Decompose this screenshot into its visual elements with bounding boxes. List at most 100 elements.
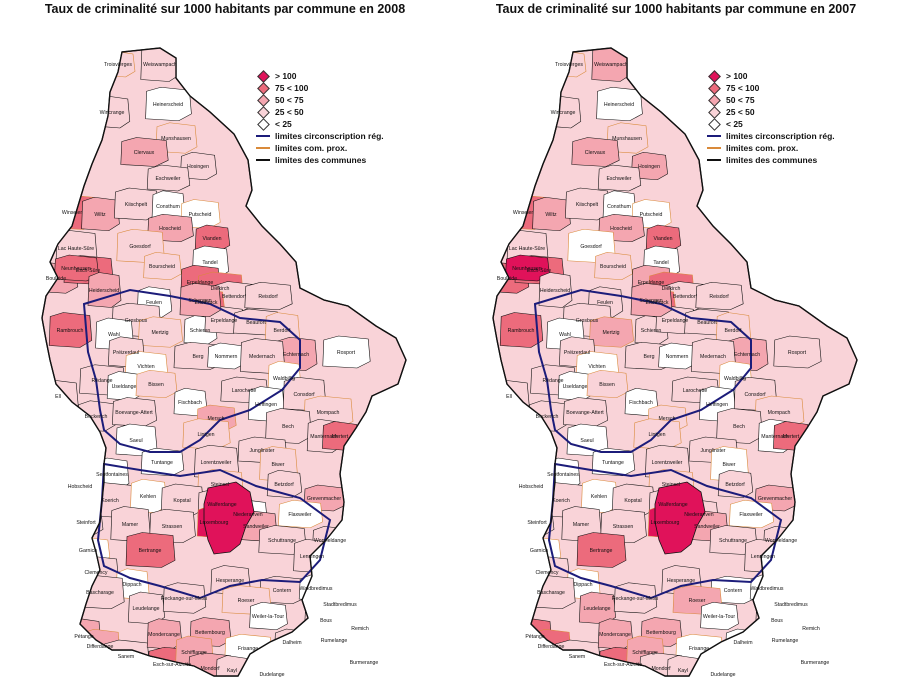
commune-label: Sandweiler	[243, 524, 269, 530]
commune-area	[48, 312, 93, 348]
commune-label: Mersch	[207, 416, 224, 422]
commune-label: Troisvierges	[555, 62, 583, 68]
commune-label: Hosingen	[187, 164, 209, 170]
commune-label: Munshausen	[612, 136, 642, 142]
commune-label: Leudelange	[132, 606, 159, 612]
commune-label: Goesdorf	[129, 244, 151, 250]
commune-label: Contern	[273, 588, 292, 594]
region-boundary	[547, 462, 783, 600]
commune-label: Rédange	[91, 378, 112, 384]
luxembourg-city-area	[203, 481, 255, 555]
commune-label: Niederanven	[684, 512, 714, 518]
commune-label: Walferdange	[207, 502, 236, 508]
commune-label: Weiler-la-Tour	[703, 614, 735, 620]
commune-area	[244, 281, 293, 311]
commune-label: Bettendorf	[673, 294, 697, 300]
commune-label: Tandel	[202, 260, 217, 266]
legend-item: < 25	[255, 117, 384, 131]
legend-swatch-icon	[707, 69, 721, 83]
commune-label: Nommern	[215, 354, 238, 360]
commune-label: Sandweiler	[694, 524, 720, 530]
commune-label: Grosbous	[576, 318, 599, 324]
commune-label: Waldbredimus	[300, 586, 333, 592]
commune-label: Differdange	[538, 644, 565, 650]
commune-label: Pétange	[525, 634, 544, 640]
commune-label: Mertert	[332, 434, 349, 440]
commune-label: Lintgen	[648, 432, 665, 438]
commune-area	[145, 86, 192, 122]
commune-area	[128, 591, 165, 625]
commune-label: Mondorf	[200, 666, 220, 672]
legend-line-icon	[256, 159, 270, 161]
commune-label: Dalheim	[282, 640, 301, 646]
commune-label: Walferdange	[658, 502, 687, 508]
commune-area	[499, 312, 544, 348]
commune-label: Saeul	[580, 438, 593, 444]
commune-area	[125, 532, 176, 568]
commune-label: Wahl	[559, 332, 571, 338]
legend-label: 50 < 75	[726, 95, 755, 105]
map-legend: > 100 75 < 100 50 < 75 25 < 50 < 25 limites c…	[255, 69, 384, 166]
legend-label: 50 < 75	[275, 95, 304, 105]
commune-label: Mertert	[783, 434, 800, 440]
legend-line-icon	[707, 147, 721, 149]
legend-line-icon	[256, 147, 270, 149]
commune-area	[194, 224, 231, 252]
commune-label: Schieren	[190, 328, 211, 334]
commune-label: Reckange-sur-Mess	[612, 596, 659, 602]
commune-label: Beckerich	[536, 414, 559, 420]
commune-label: Clemency	[84, 570, 107, 576]
commune-label: Dippach	[122, 582, 141, 588]
commune-label: Erpeldange	[211, 318, 238, 324]
legend-item: < 25	[706, 117, 835, 131]
commune-label: Wahl	[108, 332, 120, 338]
commune-area	[87, 272, 122, 308]
commune-label: Consthum	[607, 204, 631, 210]
commune-label: Steinsel	[211, 482, 229, 488]
commune-label: Echternach	[734, 352, 760, 358]
legend-item: limites circonscription rég.	[706, 130, 835, 142]
commune-label: Junglinster	[249, 448, 274, 454]
choropleth-map: Troisvierges Weiswampach Heinerscheid Wincr…	[41, 47, 407, 678]
legend-item: > 100	[706, 69, 835, 83]
commune-label: Schifflange	[181, 650, 207, 656]
commune-label: Hesperange	[667, 578, 695, 584]
commune-label: Steinfort	[76, 520, 96, 526]
commune-label: Hoscheid	[159, 226, 181, 232]
commune-label: Lac Haute-Sûre	[58, 246, 94, 252]
legend-item: 50 < 75	[255, 93, 384, 107]
commune-label: Junglinster	[700, 448, 725, 454]
commune-area	[538, 272, 573, 308]
legend-swatch-icon	[256, 117, 270, 131]
commune-label: Winseler	[513, 210, 533, 216]
commune-label: Rumelange	[772, 638, 799, 644]
commune-label: Mamer	[122, 522, 138, 528]
commune-label: Boulaide	[46, 276, 66, 282]
commune-label: Larochette	[232, 388, 257, 394]
commune-label: Heffingen	[255, 402, 277, 408]
commune-label: Berg	[193, 354, 204, 360]
commune-label: Rumelange	[321, 638, 348, 644]
commune-label: Lorentzweiler	[201, 460, 232, 466]
commune-label: Lintgen	[197, 432, 214, 438]
commune-label: Beaufort	[697, 320, 717, 326]
commune-label: Mertzig	[151, 330, 168, 336]
region-boundary	[82, 288, 301, 453]
commune-label: Mondorf	[651, 666, 671, 672]
commune-label: Dudelange	[259, 672, 284, 678]
commune-label: Schengen	[188, 298, 211, 304]
commune-label: Manternach	[761, 434, 789, 440]
commune-label: Goesdorf	[580, 244, 602, 250]
commune-label: Vichten	[137, 364, 154, 370]
region-boundary	[533, 288, 752, 453]
commune-label: Flaxweiler	[739, 512, 763, 518]
legend-label: limites com. prox.	[726, 143, 799, 153]
commune-label: Heffingen	[706, 402, 728, 408]
commune-label: Grosbous	[125, 318, 148, 324]
commune-area	[597, 164, 642, 192]
legend-item: 75 < 100	[706, 81, 835, 95]
commune-label: Pétange	[74, 634, 93, 640]
map-title: Taux de criminalité sur 1000 habitants p…	[44, 2, 406, 16]
commune-label: Reckange-sur-Mess	[161, 596, 208, 602]
legend-item: 75 < 100	[255, 81, 384, 95]
